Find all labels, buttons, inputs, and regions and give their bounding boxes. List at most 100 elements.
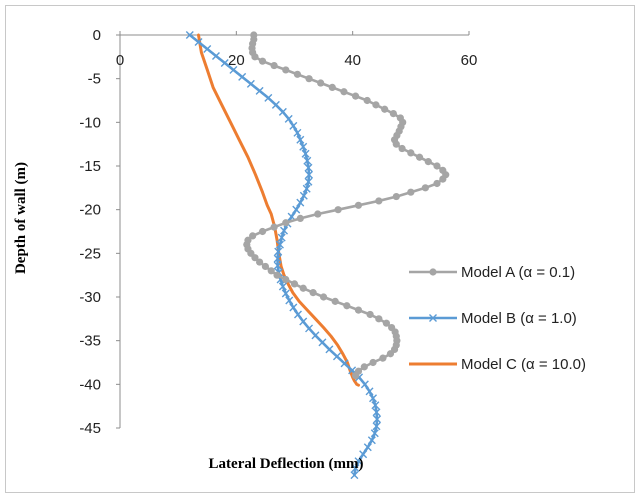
- series-model-b-point: [285, 296, 294, 305]
- series-model-b-point: [365, 387, 374, 396]
- x-tick-label: 0: [116, 52, 124, 69]
- series-model-a-point: [421, 184, 429, 192]
- series-model-a-line: [245, 33, 447, 377]
- x-tick-label: 20: [228, 52, 245, 69]
- series-model-a-point: [293, 70, 302, 78]
- y-tick-label: -45: [79, 420, 101, 437]
- series-model-a-point: [282, 66, 290, 74]
- series-model-b-line: [188, 33, 379, 477]
- series-model-b-point: [299, 317, 308, 326]
- series-model-b-point: [275, 240, 284, 249]
- series-model-a-point: [351, 372, 360, 380]
- series-layer: [185, 31, 450, 480]
- series-model-a-point: [261, 262, 270, 271]
- series-model-b-point: [203, 44, 212, 53]
- series-model-a-point: [290, 280, 299, 288]
- series-model-a-point: [267, 267, 275, 275]
- series-model-a-point: [392, 140, 400, 148]
- series-model-b-point: [369, 394, 378, 403]
- series-model-b-point: [311, 331, 320, 340]
- series-model-a-point: [351, 92, 360, 100]
- legend-label: Model C (α = 10.0): [461, 356, 586, 373]
- y-tick-label: -10: [79, 114, 101, 131]
- series-model-b-point: [304, 177, 313, 186]
- x-tick-label: 60: [461, 52, 478, 69]
- y-tick-label: -25: [79, 245, 101, 262]
- series-model-a-point: [398, 144, 406, 153]
- series-model-b-point: [354, 457, 363, 466]
- series-model-a-point: [296, 214, 304, 222]
- series-model-b-point: [229, 65, 238, 74]
- series-model-b-point: [296, 135, 305, 144]
- series-model-a-point: [375, 197, 383, 205]
- series-model-b-point: [289, 121, 298, 130]
- series-model-a-point: [256, 258, 264, 266]
- legend-label: Model B (α = 1.0): [461, 310, 577, 327]
- legend-swatch-marker: [429, 314, 437, 322]
- plot-area: 0 -5 -10 -15 -20 -25 -30 -35 -40 -45 0 20 40 60: [79, 27, 478, 480]
- series-model-a-point: [354, 201, 363, 209]
- series-model-a-point: [382, 319, 391, 327]
- series-model-b-point: [255, 86, 264, 95]
- series-model-b-point: [359, 450, 368, 459]
- series-model-b-point: [318, 338, 327, 347]
- series-model-a: [243, 31, 450, 380]
- series-model-a-point: [258, 57, 267, 65]
- series-model-a-point: [282, 275, 290, 284]
- series-model-a-point: [251, 254, 259, 262]
- series-model-b-point: [305, 170, 314, 179]
- series-model-a-point: [305, 75, 313, 83]
- y-tick-label: -5: [88, 71, 101, 88]
- series-model-a-point: [317, 79, 325, 87]
- y-tick-label: -15: [79, 158, 101, 175]
- series-model-a-point: [369, 358, 377, 367]
- y-axis-ticks: 0 -5 -10 -15 -20 -25 -30 -35 -40 -45: [79, 27, 120, 437]
- series-model-a-point: [389, 110, 397, 118]
- series-model-b-point: [293, 128, 302, 137]
- x-axis-ticks: 0 20 40 60: [116, 31, 478, 69]
- series-model-a-point: [282, 219, 290, 227]
- series-model-a-point: [381, 105, 389, 113]
- series-model-a-point: [319, 293, 328, 301]
- series-model-a-point: [424, 158, 432, 166]
- series-model-b-point: [299, 142, 308, 151]
- series-model-a-point: [270, 61, 278, 70]
- series-model-b-point: [305, 324, 314, 333]
- series-model-b-point: [274, 247, 283, 256]
- legend-swatch-marker: [429, 268, 437, 276]
- series-model-b-point: [292, 205, 301, 214]
- series-model-a-point: [249, 232, 257, 240]
- series-model-a-point: [258, 227, 267, 236]
- series-model-a-point: [439, 175, 447, 183]
- series-model-b-point: [284, 114, 293, 123]
- series-model-b-point: [278, 282, 287, 291]
- series-model-b-point: [264, 93, 273, 102]
- series-model-a-point: [407, 149, 415, 157]
- series-model-b-point: [340, 359, 349, 368]
- series-model-a-point: [372, 101, 380, 109]
- x-tick-label: 40: [344, 52, 361, 69]
- y-tick-label: -35: [79, 333, 101, 350]
- y-tick-label: 0: [93, 27, 101, 44]
- series-model-b-point: [280, 226, 289, 235]
- series-model-a-point: [309, 289, 317, 297]
- y-axis-title: Depth of wall (m): [13, 162, 29, 274]
- series-model-a-point: [334, 206, 342, 214]
- series-model-a-point: [375, 315, 383, 323]
- series-model-b: [185, 31, 382, 480]
- series-model-b-point: [273, 254, 282, 263]
- series-model-a-point: [386, 350, 395, 358]
- series-model-a-point: [270, 223, 278, 231]
- series-model-b-point: [360, 380, 369, 389]
- series-model-a-point: [433, 162, 441, 170]
- series-model-b-point: [367, 436, 376, 445]
- series-model-a-point: [433, 179, 441, 188]
- series-model-b-point: [371, 401, 380, 410]
- series-model-b-point: [372, 422, 381, 431]
- series-model-b-point: [372, 408, 381, 417]
- series-model-b-point: [278, 107, 287, 116]
- series-model-a-point: [273, 271, 281, 279]
- series-model-b-point: [238, 72, 247, 81]
- series-model-b-point: [185, 31, 194, 39]
